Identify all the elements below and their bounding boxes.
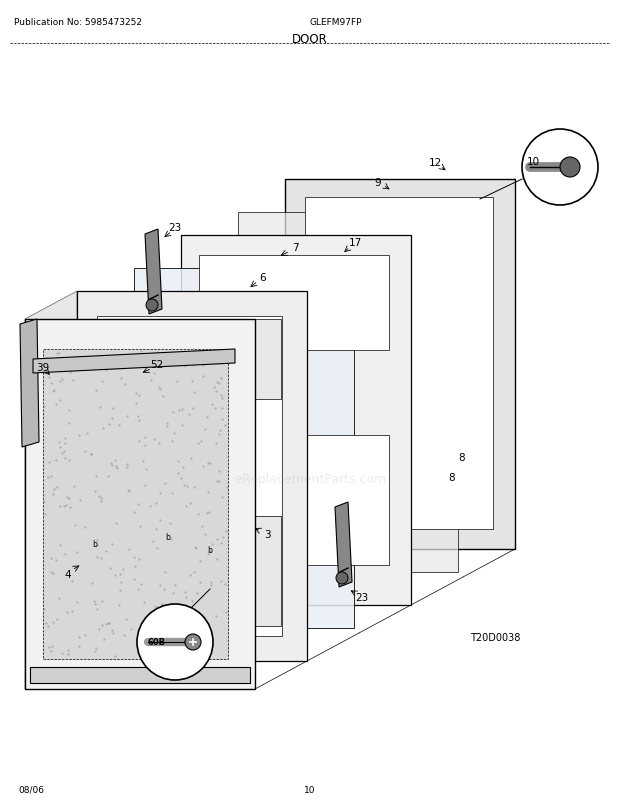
Text: eReplacementParts.com: eReplacementParts.com <box>234 473 386 486</box>
Text: 4: 4 <box>64 569 71 579</box>
Circle shape <box>560 158 580 178</box>
Text: 23: 23 <box>355 592 369 602</box>
Text: 52: 52 <box>151 359 164 370</box>
Text: 12: 12 <box>428 158 441 168</box>
Text: 8: 8 <box>449 472 455 482</box>
Text: 08/06: 08/06 <box>18 785 44 794</box>
Text: 39: 39 <box>37 363 50 373</box>
Circle shape <box>137 604 213 680</box>
Text: 60B: 60B <box>148 638 166 646</box>
Polygon shape <box>145 229 162 314</box>
Polygon shape <box>33 350 235 374</box>
Circle shape <box>146 300 158 312</box>
Polygon shape <box>25 292 77 689</box>
Text: DOOR: DOOR <box>292 33 328 46</box>
Polygon shape <box>43 350 228 659</box>
Polygon shape <box>181 236 411 606</box>
Text: 3: 3 <box>264 529 270 539</box>
Polygon shape <box>238 213 458 573</box>
Text: b: b <box>92 540 97 549</box>
Text: 10: 10 <box>526 157 539 167</box>
Circle shape <box>522 130 598 206</box>
Polygon shape <box>25 320 255 689</box>
Polygon shape <box>335 502 352 587</box>
Polygon shape <box>97 317 282 636</box>
Polygon shape <box>285 180 515 549</box>
Text: 23: 23 <box>169 223 182 233</box>
Text: b: b <box>208 546 213 555</box>
Text: 7: 7 <box>291 243 298 253</box>
Polygon shape <box>30 667 250 683</box>
Polygon shape <box>99 320 281 399</box>
Text: 8: 8 <box>459 452 466 463</box>
Circle shape <box>185 634 201 650</box>
Text: GLEFM97FP: GLEFM97FP <box>310 18 363 27</box>
Polygon shape <box>20 320 39 448</box>
Circle shape <box>336 573 348 585</box>
Polygon shape <box>134 269 354 628</box>
Text: Publication No: 5985473252: Publication No: 5985473252 <box>14 18 142 27</box>
Polygon shape <box>99 516 281 626</box>
Text: b: b <box>166 533 171 542</box>
Polygon shape <box>77 292 307 661</box>
Polygon shape <box>199 256 389 350</box>
Polygon shape <box>305 198 493 529</box>
Text: 9: 9 <box>374 178 381 188</box>
Polygon shape <box>199 435 389 565</box>
Text: T20D0038: T20D0038 <box>470 632 520 642</box>
Text: 10: 10 <box>304 785 316 794</box>
Text: 17: 17 <box>348 237 361 248</box>
Text: 6: 6 <box>260 273 267 282</box>
